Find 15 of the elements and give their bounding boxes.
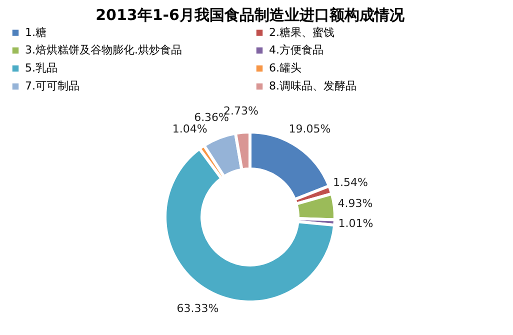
- legend-label: 3.焙烘糕饼及谷物膨化.烘炒食品: [25, 44, 182, 56]
- legend-label: 5.乳品: [25, 62, 58, 74]
- chart-title: 2013年1-6月我国食品制造业进口额构成情况: [96, 6, 406, 24]
- data-label: 1.04%: [172, 122, 208, 136]
- legend-label: 7.可可制品: [25, 80, 80, 92]
- data-label: 1.01%: [338, 216, 374, 230]
- data-label: 19.05%: [288, 122, 331, 136]
- legend-label: 4.方便食品: [269, 44, 324, 56]
- legend-label: 6.罐头: [269, 62, 302, 74]
- data-label: 1.54%: [332, 176, 368, 190]
- data-label: 4.93%: [338, 197, 373, 210]
- legend-label: 2.糖果、蜜饯: [269, 26, 334, 39]
- legend-label: 8.调味品、发酵品: [269, 80, 356, 92]
- legend-label: 1.糖: [25, 26, 46, 39]
- data-label: 63.33%: [176, 302, 219, 316]
